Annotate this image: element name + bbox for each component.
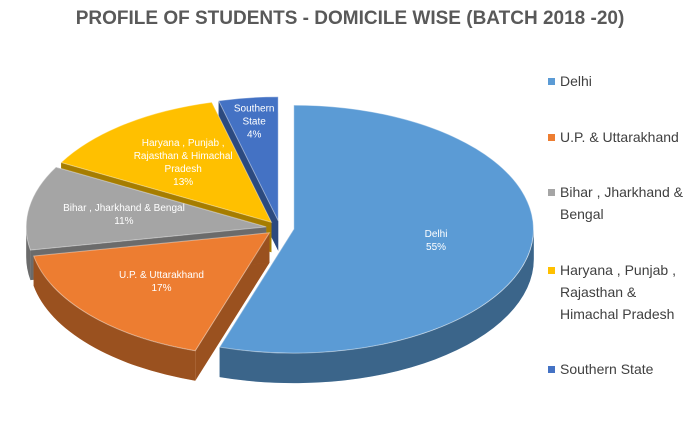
legend-item: Delhi	[548, 70, 698, 92]
legend-label: Southern State	[560, 361, 654, 377]
legend-label: Bihar , Jharkhand & Bengal	[560, 184, 683, 222]
legend-swatch	[548, 266, 555, 274]
legend-item: Bihar , Jharkhand & Bengal	[548, 181, 698, 225]
data-label-name: Delhi	[424, 228, 448, 240]
data-label-name: Bihar , Jharkhand & Bengal	[63, 203, 185, 215]
legend-label: Delhi	[560, 73, 592, 89]
data-label: Southern State 4%	[229, 103, 279, 142]
data-label-value: 17%	[151, 282, 172, 294]
legend-swatch	[548, 366, 555, 373]
slice	[33, 232, 271, 352]
slice-side	[195, 232, 270, 381]
slice-side-shade	[219, 229, 534, 384]
data-label: Haryana , Punjab , Rajasthan & Himachal …	[118, 137, 248, 189]
slice-side-shade	[195, 232, 270, 381]
legend-item: Southern State	[548, 358, 698, 380]
legend-label: Haryana , Punjab , Rajasthan & Himachal …	[560, 261, 676, 322]
legend-swatch	[548, 78, 555, 85]
legend-swatch	[548, 189, 555, 196]
data-label-name: Southern State	[233, 103, 275, 128]
data-label-value: 13%	[173, 177, 194, 189]
slice-side	[26, 226, 31, 281]
slice	[218, 104, 534, 354]
legend-item: Haryana , Punjab , Rajasthan & Himachal …	[548, 259, 698, 325]
legend-item: U.P. & Uttarakhand	[548, 126, 698, 148]
slice-side	[219, 229, 534, 384]
data-label-value: 4%	[246, 129, 262, 141]
slice-side-shade	[33, 256, 196, 381]
slice-side	[33, 256, 196, 381]
slice-side-shade	[26, 226, 31, 281]
data-label: Delhi 55%	[371, 228, 501, 254]
data-label-value: 11%	[114, 216, 134, 228]
chart-title: PROFILE OF STUDENTS - DOMICILE WISE (BAT…	[75, 8, 625, 29]
slice	[60, 101, 273, 224]
data-label-name: U.P. & Uttarakhand	[119, 269, 204, 281]
data-label: U.P. & Uttarakhand 17%	[96, 269, 226, 295]
data-label-value: 55%	[426, 241, 447, 253]
legend: Delhi U.P. & Uttarakhand Bihar , Jharkhand…	[548, 70, 698, 380]
data-label-name: Haryana , Punjab , Rajasthan & Himachal …	[133, 138, 233, 176]
legend-swatch	[548, 133, 555, 141]
data-label: Bihar , Jharkhand & Bengal 11%	[59, 202, 189, 228]
slice	[25, 166, 267, 251]
legend-label: U.P. & Uttarakhand	[560, 128, 679, 145]
slice	[217, 96, 279, 222]
